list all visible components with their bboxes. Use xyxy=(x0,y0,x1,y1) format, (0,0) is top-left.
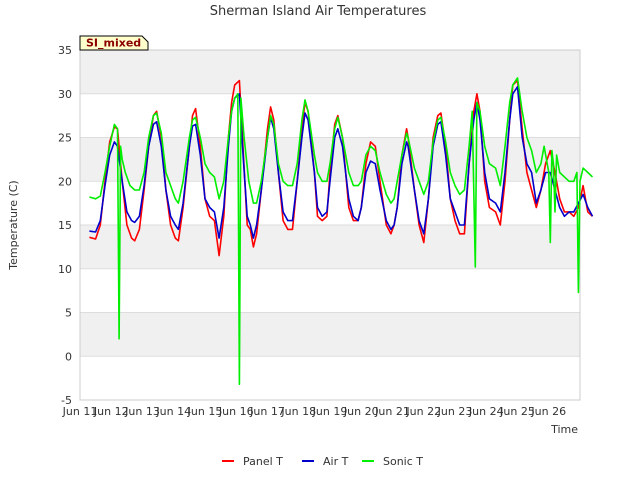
grid-band xyxy=(80,312,580,357)
legend-label: Air T xyxy=(323,455,349,468)
x-tick-label: Jun 22 xyxy=(405,405,441,418)
x-tick-label: Jun 20 xyxy=(343,405,379,418)
series-line-panel-t xyxy=(89,79,594,257)
x-tick-label: Jun 21 xyxy=(374,405,410,418)
x-tick-label: Jun 15 xyxy=(187,405,223,418)
x-tick-label: Jun 26 xyxy=(530,405,566,418)
x-tick-label: Jun 24 xyxy=(468,405,504,418)
y-tick-label: -5 xyxy=(61,394,72,407)
x-tick-label: Jun 12 xyxy=(93,405,129,418)
legend-label: Sonic T xyxy=(383,455,423,468)
y-tick-label: 0 xyxy=(65,350,72,363)
x-tick-label: Jun 16 xyxy=(218,405,254,418)
x-axis-label: Time xyxy=(550,423,578,436)
legend: Panel T Air T Sonic T xyxy=(222,455,423,468)
y-tick-labels: -5 0 5 10 15 20 25 30 35 xyxy=(58,44,72,407)
y-axis-label: Temperature (C) xyxy=(7,180,20,270)
x-tick-label: Jun 14 xyxy=(155,405,191,418)
grid-band xyxy=(80,225,580,269)
y-tick-label: 20 xyxy=(58,175,72,188)
y-tick-label: 15 xyxy=(58,219,72,232)
annotation-label: SI_mixed xyxy=(86,37,141,50)
plot-background xyxy=(80,50,580,357)
y-tick-label: 30 xyxy=(58,88,72,101)
series-layer xyxy=(89,77,594,386)
x-tick-label: Jun 19 xyxy=(312,405,348,418)
legend-label: Panel T xyxy=(243,455,283,468)
x-tick-label: Jun 25 xyxy=(499,405,535,418)
chart-title: Sherman Island Air Temperatures xyxy=(210,4,427,19)
y-tick-label: 35 xyxy=(58,44,72,57)
x-tick-label: Jun 13 xyxy=(124,405,160,418)
series-line-sonic-t xyxy=(89,77,594,386)
grid-band xyxy=(80,50,580,94)
annotation-box: SI_mixed xyxy=(79,35,149,51)
x-tick-label: Jun 17 xyxy=(249,405,285,418)
y-tick-label: 25 xyxy=(58,132,72,145)
series-line-air-t xyxy=(89,86,594,239)
x-tick-label: Jun 11 xyxy=(62,405,98,418)
x-tick-label: Jun 23 xyxy=(437,405,473,418)
y-tick-label: 10 xyxy=(58,263,72,276)
x-tick-label: Jun 18 xyxy=(280,405,316,418)
y-tick-label: 5 xyxy=(65,307,72,320)
